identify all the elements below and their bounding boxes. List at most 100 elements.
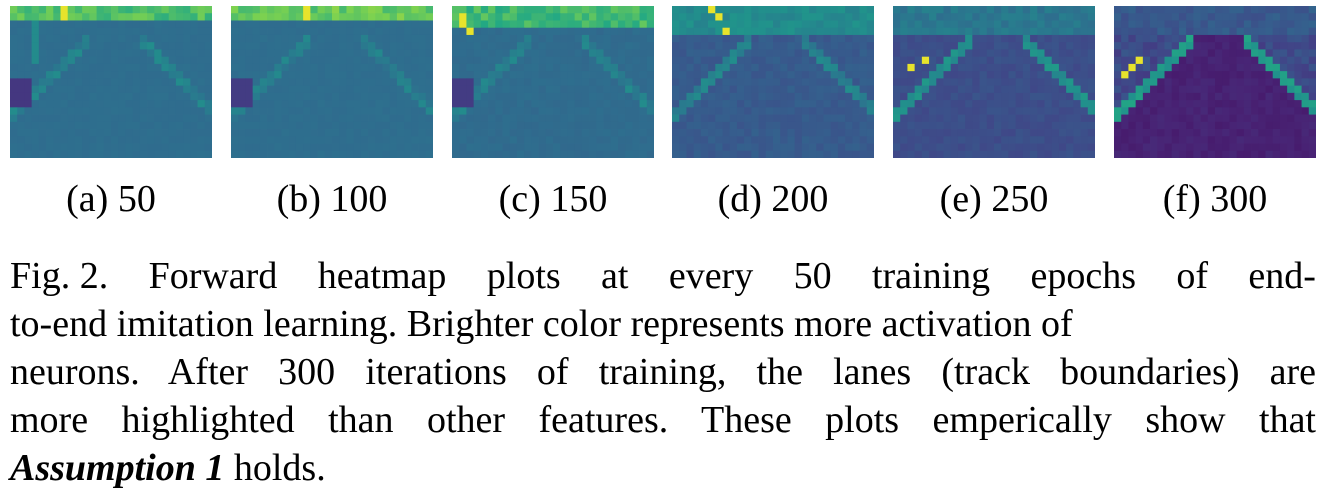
- heatmap-cell: [231, 49, 239, 58]
- heatmap-cell: [295, 114, 304, 123]
- heatmap-cell: [303, 63, 311, 72]
- heatmap-cell: [979, 100, 988, 108]
- heatmap-cell: [368, 42, 376, 50]
- heatmap-cell: [17, 100, 25, 108]
- heatmap-cell: [837, 114, 846, 123]
- heatmap-cell: [139, 20, 148, 29]
- heatmap-cell: [17, 49, 25, 58]
- heatmap-cell: [17, 150, 25, 158]
- heatmap-cell: [1001, 136, 1009, 144]
- heatmap-cell: [646, 143, 654, 152]
- heatmap-cell: [943, 129, 952, 137]
- heatmap-cell: [893, 49, 901, 58]
- heatmap-cell: [1051, 49, 1060, 58]
- heatmap-cell: [147, 100, 155, 108]
- heatmap-cell: [495, 121, 503, 130]
- heatmap-cell: [96, 34, 105, 43]
- heatmap-cell: [509, 42, 518, 50]
- heatmap-cell: [281, 114, 290, 123]
- heatmap-cell: [295, 129, 304, 137]
- heatmap-cell: [538, 114, 547, 123]
- heatmap-cell: [1128, 34, 1137, 43]
- heatmap-cell: [389, 13, 398, 21]
- heatmap-cell: [82, 20, 90, 29]
- heatmap-cell: [553, 49, 561, 58]
- heatmap-cell: [53, 20, 61, 29]
- heatmap-cell: [617, 136, 626, 144]
- heatmap-cell: [830, 27, 839, 36]
- caption-text: holds.: [224, 447, 326, 489]
- heatmap-cell: [197, 114, 206, 123]
- heatmap-cell: [545, 114, 554, 123]
- heatmap-cell: [1073, 129, 1081, 137]
- heatmap-cell: [979, 150, 988, 158]
- heatmap-cell: [10, 92, 18, 101]
- heatmap-cell: [1222, 49, 1230, 58]
- heatmap-cell: [139, 56, 148, 65]
- heatmap-cell: [360, 34, 369, 43]
- heatmap-cell: [1001, 6, 1009, 14]
- heatmap-cell: [324, 20, 333, 29]
- heatmap-cell: [1294, 107, 1302, 115]
- heatmap-cell: [921, 42, 930, 50]
- heatmap-cell: [67, 78, 76, 87]
- heatmap-cell: [553, 20, 561, 29]
- heatmap-cell: [1008, 63, 1017, 72]
- heatmap-cell: [252, 121, 261, 130]
- heatmap-cell: [965, 150, 973, 158]
- heatmap-cell: [509, 92, 518, 101]
- heatmap-cell: [425, 114, 433, 123]
- heatmap-cell: [610, 114, 619, 123]
- heatmap-cell: [31, 6, 40, 14]
- heatmap-cell: [10, 13, 18, 21]
- heatmap-cell: [31, 34, 40, 43]
- heatmap-cell: [353, 100, 362, 108]
- heatmap-cell: [845, 13, 853, 21]
- heatmap-cell: [830, 143, 839, 152]
- heatmap-cell: [231, 71, 239, 79]
- heatmap-cell: [1294, 78, 1302, 87]
- heatmap-cell: [560, 56, 568, 65]
- heatmap-cell: [1044, 42, 1053, 50]
- heatmap-cell: [375, 100, 383, 108]
- heatmap-cell: [288, 34, 297, 43]
- heatmap-cell: [154, 56, 162, 65]
- heatmap-cell: [516, 71, 525, 79]
- heatmap-cell: [1114, 114, 1122, 123]
- heatmap-cell: [89, 78, 97, 87]
- heatmap-cell: [994, 6, 1002, 14]
- heatmap-cell: [787, 13, 796, 21]
- heatmap-cell: [1215, 6, 1223, 14]
- heatmap-cell: [404, 34, 412, 43]
- heatmap-cell: [375, 143, 383, 152]
- heatmap-cell: [1186, 63, 1194, 72]
- heatmap-cell: [823, 63, 832, 72]
- heatmap-cell: [418, 71, 427, 79]
- heatmap-cell: [1008, 78, 1017, 87]
- heatmap-cell: [303, 143, 311, 152]
- heatmap-cell: [125, 34, 134, 43]
- heatmap-cell: [404, 114, 412, 123]
- heatmap-cell: [646, 114, 654, 123]
- heatmap-cell: [1272, 71, 1281, 79]
- heatmap-cell: [794, 6, 803, 14]
- heatmap-cell: [545, 71, 554, 79]
- heatmap-cell: [339, 27, 347, 36]
- heatmap-cell: [986, 49, 995, 58]
- caption-line-1: Fig. 2. Forward heatmap plots at every 5…: [10, 252, 1316, 300]
- heatmap-cell: [1114, 71, 1122, 79]
- heatmap-cell: [722, 85, 731, 94]
- heatmap-cell: [845, 34, 853, 43]
- heatmap-cell: [765, 27, 774, 36]
- heatmap-cell: [317, 6, 326, 14]
- heatmap-cell: [396, 92, 405, 101]
- heatmap-cell: [1051, 71, 1060, 79]
- heatmap-cell: [183, 42, 191, 50]
- heatmap-cell: [1051, 63, 1060, 72]
- heatmap-cell: [197, 150, 206, 158]
- heatmap-cell: [346, 49, 355, 58]
- heatmap-cell: [1121, 6, 1129, 14]
- heatmap-cell: [396, 136, 405, 144]
- heatmap-cell: [929, 49, 937, 58]
- heatmap-cell: [589, 20, 597, 29]
